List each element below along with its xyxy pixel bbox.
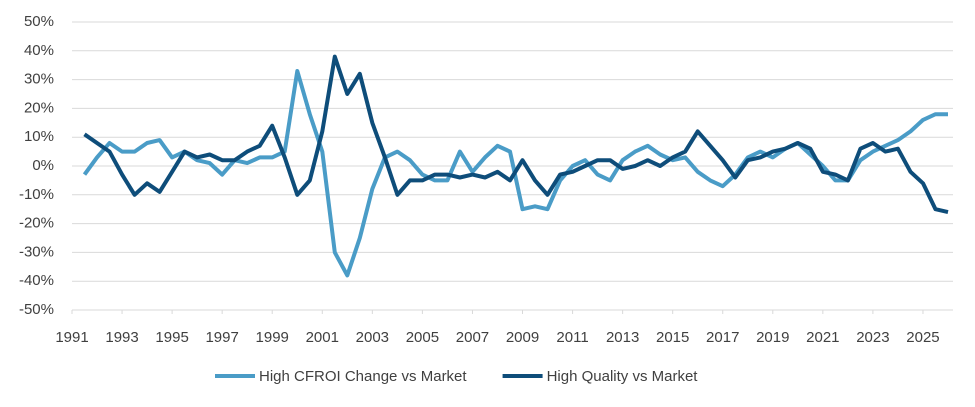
x-tick-label: 2011 [556,329,588,346]
x-tick-label: 2025 [906,329,939,346]
x-tick-label: 1999 [256,329,289,346]
x-tick-label: 2003 [356,329,389,346]
x-tick-label: 1995 [155,329,188,346]
y-tick-label: 50% [24,13,54,30]
x-tick-label: 1991 [55,329,88,346]
y-tick-label: 0% [32,157,54,174]
legend-label: High Quality vs Market [547,368,699,385]
legend-label: High CFROI Change vs Market [259,368,467,385]
x-tick-label: 2019 [756,329,789,346]
y-tick-label: 30% [24,71,54,88]
series-line [83,54,949,215]
y-tick-label: 20% [24,99,54,116]
x-tick-label: 2015 [656,329,689,346]
x-tick-label: 1997 [205,329,238,346]
y-tick-label: -40% [19,272,54,289]
x-tick-label: 2007 [456,329,489,346]
x-tick-label: 2017 [706,329,739,346]
y-tick-label: 10% [24,128,54,145]
x-tick-label: 2001 [306,329,339,346]
x-tick-label: 2005 [406,329,439,346]
x-tick-label: 2021 [806,329,839,346]
x-tick-label: 1993 [105,329,138,346]
x-tick-label: 2013 [606,329,639,346]
y-tick-label: -30% [19,243,54,260]
series-line [82,69,948,278]
y-tick-label: -10% [19,186,54,203]
x-tick-label: 2023 [856,329,889,346]
y-tick-label: 40% [24,42,54,59]
y-tick-label: -50% [19,301,54,318]
y-tick-label: -20% [19,215,54,232]
x-tick-label: 2009 [506,329,539,346]
